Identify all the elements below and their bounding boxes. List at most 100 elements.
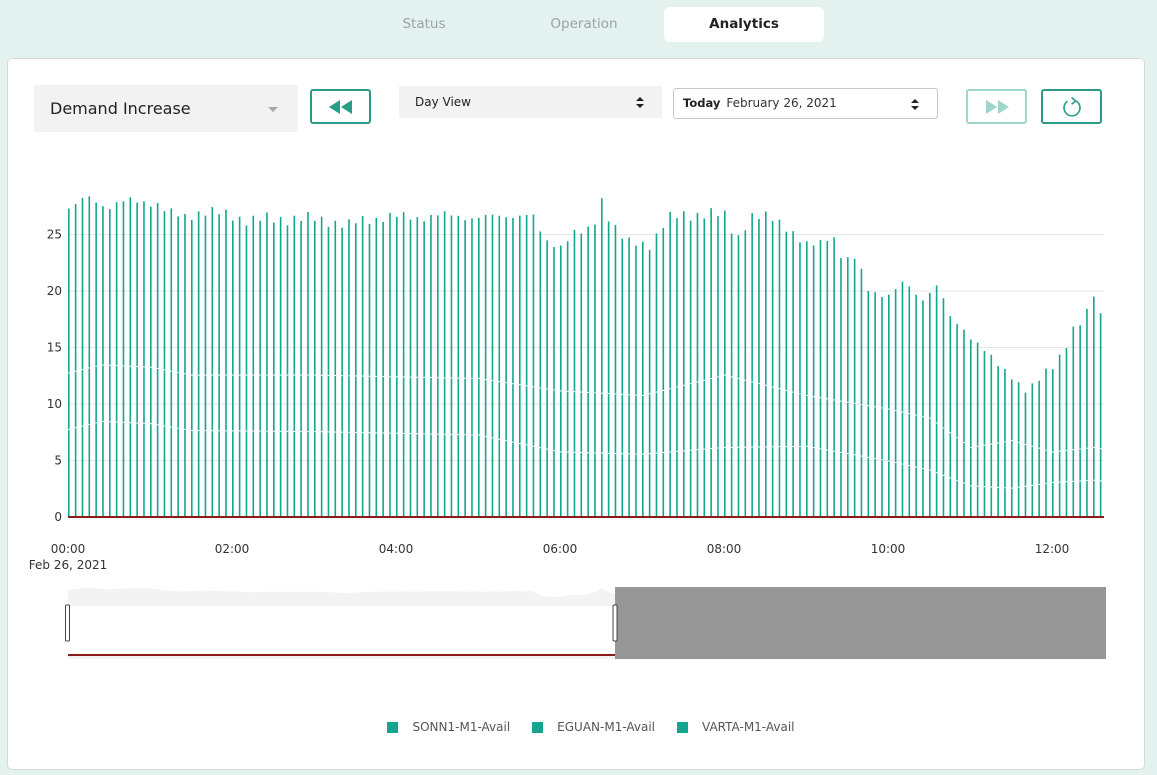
bar [252, 215, 255, 517]
series-boundary [396, 376, 398, 378]
bar [491, 214, 494, 517]
bar [860, 268, 863, 517]
bar [983, 351, 986, 517]
bar [211, 207, 214, 517]
series-boundary [676, 450, 678, 452]
bar [867, 291, 870, 517]
series-boundary [1052, 481, 1054, 483]
series-boundary [95, 365, 97, 367]
series-boundary [874, 458, 876, 460]
series-boundary [840, 451, 842, 453]
series-boundary [648, 393, 651, 395]
series-boundary [1024, 443, 1027, 445]
bar [341, 227, 343, 517]
y-tick-label: 25 [47, 228, 62, 242]
series-boundary [498, 438, 501, 440]
series-boundary [901, 463, 904, 465]
series-boundary [368, 375, 371, 377]
legend-item-sonn1[interactable]: SONN1-M1-Avail [387, 720, 510, 734]
bar [833, 237, 835, 517]
legend-label: EGUAN-M1-Avail [557, 720, 656, 734]
series-boundary [136, 366, 138, 368]
next-period-button[interactable] [966, 89, 1027, 124]
bar [676, 218, 678, 517]
series-boundary [252, 374, 255, 376]
series-boundary [594, 452, 596, 454]
series-boundary [334, 431, 337, 433]
bar [498, 215, 501, 517]
bar [560, 245, 562, 517]
x-tick-label: 06:00 [543, 542, 578, 556]
series-boundary [450, 433, 453, 435]
series-boundary [867, 456, 870, 458]
bar [266, 212, 268, 517]
series-boundary [68, 428, 70, 430]
navigator-right-handle[interactable] [612, 604, 618, 642]
series-boundary [881, 459, 883, 461]
series-boundary [566, 390, 569, 392]
series-boundary [109, 364, 111, 366]
navigator-left-handle[interactable] [65, 604, 70, 642]
tab-analytics[interactable]: Analytics [664, 7, 824, 42]
bar [88, 196, 91, 517]
bar [74, 204, 77, 517]
series-boundary [471, 377, 473, 379]
date-picker[interactable]: Today February 26, 2021 [673, 88, 938, 119]
legend-item-varta[interactable]: VARTA-M1-Avail [677, 720, 795, 734]
bar [532, 214, 535, 517]
series-boundary [1045, 449, 1047, 451]
metric-select[interactable]: Demand Increase [34, 85, 298, 132]
chart-legend: SONN1-M1-Avail EGUAN-M1-Avail VARTA-M1-A… [0, 720, 1157, 734]
series-boundary [273, 430, 275, 432]
series-boundary [908, 413, 911, 415]
series-boundary [546, 388, 548, 390]
fast-forward-icon [985, 99, 1009, 114]
series-boundary [553, 389, 555, 391]
bar [566, 241, 569, 517]
navigator-unselected-mask [615, 587, 1106, 659]
bar [170, 208, 173, 517]
legend-swatch [677, 721, 689, 733]
bar [512, 217, 514, 518]
bar [888, 294, 890, 517]
tab-operation[interactable]: Operation [550, 16, 618, 32]
series-boundary [300, 430, 302, 432]
series-boundary [423, 376, 425, 378]
chevron-down-icon [268, 107, 278, 112]
series-boundary [519, 442, 521, 444]
series-boundary [1093, 479, 1095, 481]
series-boundary [279, 430, 282, 432]
bar [799, 242, 801, 517]
series-boundary [635, 453, 637, 455]
bar [1079, 325, 1081, 517]
series-boundary [826, 398, 829, 400]
x-date-label: Feb 26, 2021 [29, 558, 108, 572]
refresh-button[interactable] [1041, 89, 1102, 124]
bar [143, 201, 145, 518]
series-boundary [853, 402, 856, 404]
series-boundary [143, 366, 145, 368]
series-boundary [587, 452, 589, 454]
tab-status[interactable]: Status [402, 16, 446, 32]
series-boundary [778, 446, 781, 448]
series-boundary [512, 383, 514, 385]
series-boundary [799, 393, 801, 395]
series-boundary [232, 430, 234, 432]
series-boundary [662, 452, 665, 454]
bar [990, 354, 993, 517]
series-boundary [1065, 481, 1068, 483]
bar [655, 233, 658, 517]
series-boundary [1093, 446, 1095, 448]
legend-item-eguan[interactable]: EGUAN-M1-Avail [532, 720, 655, 734]
bar [881, 297, 883, 517]
series-boundary [184, 373, 186, 375]
series-boundary [1017, 486, 1020, 488]
view-select[interactable]: Day View [399, 86, 662, 118]
series-boundary [683, 384, 685, 386]
series-boundary [970, 446, 972, 448]
series-boundary [286, 374, 289, 376]
previous-period-button[interactable] [310, 89, 371, 124]
bar [1058, 354, 1061, 517]
series-boundary [976, 445, 979, 447]
series-boundary [409, 433, 412, 435]
